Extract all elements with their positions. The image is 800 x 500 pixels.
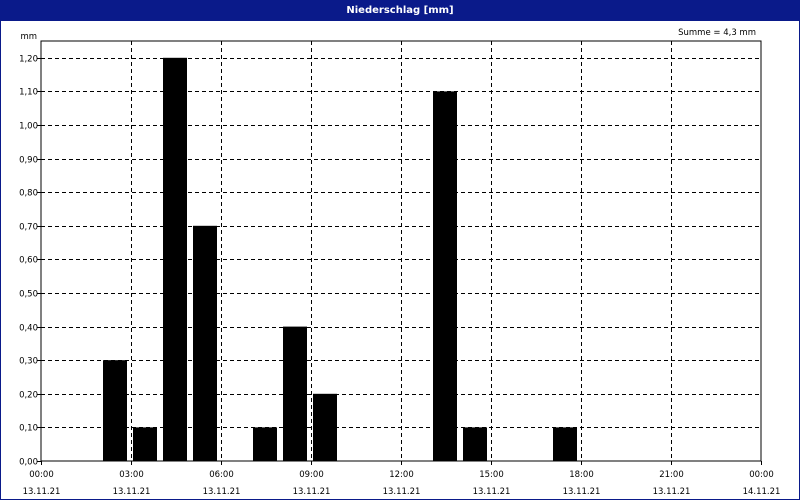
x-tick-date: 13.11.21 [23,487,61,497]
x-tick-time: 18:00 [569,470,594,480]
x-tick-date: 13.11.21 [383,487,421,497]
bar [163,57,187,462]
x-tick-date: 13.11.21 [473,487,511,497]
x-tick-date: 13.11.21 [563,487,601,497]
x-tick-time: 09:00 [299,470,324,480]
bar [433,91,457,462]
bar [463,427,487,461]
bar [283,326,307,461]
y-tick-label: 1,00 [19,122,38,132]
window-title: Niederschlag [mm] [1,1,799,21]
y-tick-label: 0,60 [19,256,38,266]
x-tick-time: 21:00 [659,470,684,480]
y-tick-label: 1,10 [19,88,38,98]
y-tick-label: 1,20 [19,55,38,65]
bar [553,427,577,461]
x-tick-time: 00:00 [749,470,774,480]
y-tick-label: 0,80 [19,189,38,199]
x-tick-time: 12:00 [389,470,414,480]
y-tick-label: 0,50 [19,290,38,300]
y-tick-label: 0,40 [19,324,38,334]
bar [103,360,127,461]
y-tick-label: 0,70 [19,223,38,233]
bar [313,393,337,461]
y-tick-label: 0,90 [19,156,38,166]
x-tick-time: 06:00 [209,470,234,480]
sum-annotation: Summe = 4,3 mm [678,28,756,38]
x-tick-date: 13.11.21 [113,487,151,497]
x-tick-date: 13.11.21 [293,487,331,497]
x-tick-date: 13.11.21 [203,487,241,497]
bar [133,427,157,461]
x-tick-time: 00:00 [29,470,54,480]
bar [253,427,277,461]
y-tick-label: 0,30 [19,357,38,367]
x-tick-time: 03:00 [119,470,144,480]
bar [193,225,217,461]
x-tick-date: 14.11.21 [743,487,781,497]
precipitation-chart: 0,00 0,10 0,20 0,30 0,40 0,50 0,60 0,70 0,80 0,90… [19,28,781,497]
x-tick-time: 15:00 [479,470,504,480]
y-tick-label: 0,20 [19,391,38,401]
y-tick-label: 0,10 [19,424,38,434]
y-axis-unit: mm [20,32,37,42]
y-tick-label: 0,00 [19,458,38,468]
x-tick-date: 13.11.21 [653,487,691,497]
